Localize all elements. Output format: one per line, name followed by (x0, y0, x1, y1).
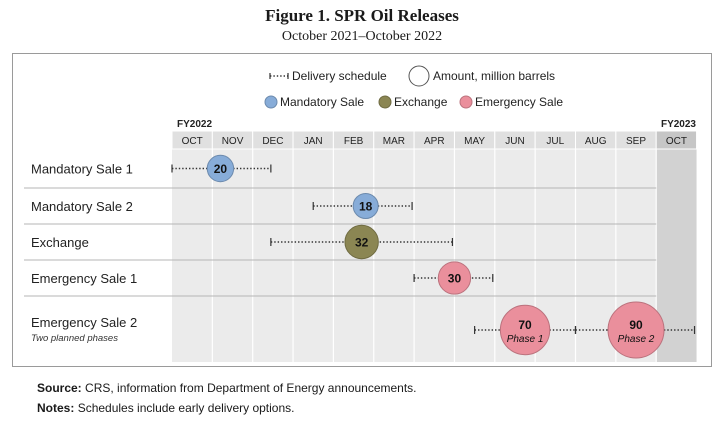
row-label: Emergency Sale 1 (31, 271, 137, 286)
legend-amount-label: Amount, million barrels (433, 69, 555, 83)
legend-delivery-label: Delivery schedule (292, 69, 387, 83)
row-label: Emergency Sale 2 (31, 315, 137, 330)
chart-title: Figure 1. SPR Oil Releases (265, 6, 459, 25)
legend-swatch (264, 95, 278, 109)
notes-note: Notes: Schedules include early delivery … (37, 401, 294, 415)
month-tick-label: JUN (505, 136, 524, 147)
source-note: Source: CRS, information from Department… (37, 381, 417, 395)
chart-frame (12, 53, 712, 367)
notes-label: Notes: (37, 401, 75, 415)
source-text: CRS, information from Department of Ener… (85, 381, 417, 395)
month-tick-label: JUL (546, 136, 564, 147)
month-tick-label: FEB (344, 136, 364, 147)
legend-entry-label: Exchange (394, 95, 448, 109)
bubble-value-label: 70 (518, 318, 532, 332)
month-tick-label: OCT (666, 136, 687, 147)
legend-amount-marker (408, 65, 430, 87)
amount-bubble (344, 224, 379, 260)
bubble-value-label: 20 (214, 162, 228, 176)
month-tick-label: AUG (585, 136, 607, 147)
amount-bubble (352, 192, 379, 220)
fy-label: FY2023 (661, 119, 696, 130)
bubble-value-label: 18 (359, 200, 373, 214)
month-tick-label: OCT (182, 136, 203, 147)
month-tick-label: JAN (304, 136, 323, 147)
month-tick-label: DEC (262, 136, 283, 147)
month-tick-label: APR (424, 136, 445, 147)
legend-entry-label: Emergency Sale (475, 95, 563, 109)
notes-text: Schedules include early delivery options… (77, 401, 295, 415)
fy-label: FY2022 (177, 119, 212, 130)
source-label: Source: (37, 381, 82, 395)
bubble-value-label: 90 (629, 318, 643, 332)
legend-entry-label: Mandatory Sale (280, 95, 364, 109)
amount-bubble (499, 304, 551, 356)
bubble-value-label: 32 (355, 236, 369, 250)
row-label: Mandatory Sale 2 (31, 199, 133, 214)
row-sublabel: Two planned phases (31, 333, 118, 344)
legend-swatch (459, 95, 473, 109)
chart-subtitle: October 2021–October 2022 (281, 29, 443, 44)
month-tick-label: NOV (222, 136, 244, 147)
month-tick-label: SEP (626, 136, 646, 147)
legend-swatch (378, 95, 392, 109)
month-tick-label: MAY (464, 136, 485, 147)
row-label: Mandatory Sale 1 (31, 162, 133, 177)
row-label: Exchange (31, 235, 89, 250)
amount-bubble (206, 154, 235, 183)
month-header-cell (655, 130, 698, 150)
bubble-value-label: 30 (448, 272, 462, 286)
amount-bubble (437, 261, 472, 295)
bubble-phase-label: Phase 2 (618, 334, 655, 345)
amount-bubble (607, 301, 665, 359)
bubble-phase-label: Phase 1 (507, 334, 544, 345)
month-tick-label: MAR (383, 136, 405, 147)
